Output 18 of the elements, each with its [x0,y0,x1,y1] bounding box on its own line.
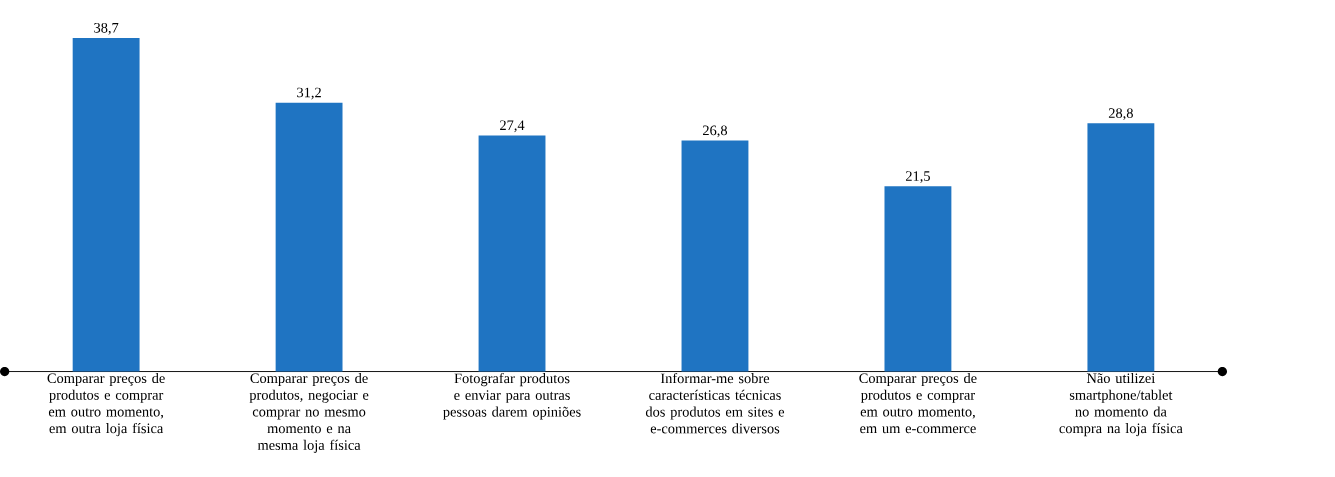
data-label: 27,4 [500,120,525,133]
x-tick-label: Fotografar produtos e enviar para outras pessoas darem opiniões [443,373,581,420]
x-tick-label: Não utilizei smartphone/tablet no momento da compra na loja física [1059,373,1183,437]
x-tick-label: Comparar preços de produtos, negociar e comprar no mesmo momento e na mesma loja física [249,373,369,454]
bar [478,135,546,372]
bar [275,102,343,372]
x-tick-label: Comparar preços de produtos e comprar em outro momento, em outra loja física [47,373,165,437]
bar [72,38,140,372]
bar [1087,123,1155,372]
data-label: 31,2 [297,87,321,100]
data-label: 26,8 [703,125,728,138]
data-label: 38,7 [94,23,119,35]
data-label: 28,8 [1108,108,1133,121]
bar [681,140,749,372]
x-tick-label: Informar-me sobre características técnicas dos produtos em sites e e-commerces diversos [645,373,785,434]
x-tick-label: Comparar preços de produtos e comprar em outro momento, em um e-commerce [859,373,977,434]
data-label: 21,5 [905,171,930,184]
bar [884,186,952,372]
